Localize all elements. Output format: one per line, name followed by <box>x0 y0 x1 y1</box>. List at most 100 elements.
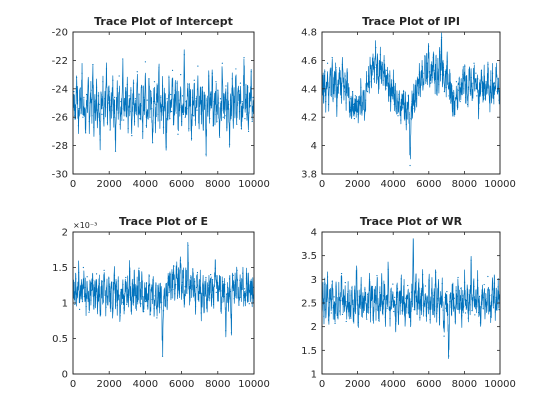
trace-point <box>213 100 215 103</box>
trace-point <box>118 75 120 77</box>
y-tick-label: -30 <box>52 170 68 181</box>
x-tick-label: 8000 <box>205 179 230 190</box>
trace-point <box>95 110 97 113</box>
trace-point <box>413 93 415 96</box>
trace-point <box>389 318 391 320</box>
trace-point <box>493 282 496 284</box>
trace-point <box>340 273 343 275</box>
trace-point <box>426 62 428 64</box>
trace-point <box>224 283 226 286</box>
trace-point <box>331 280 333 282</box>
trace-point <box>173 105 175 107</box>
trace-point <box>130 309 133 311</box>
trace-point <box>173 265 175 267</box>
x-tick-label: 10000 <box>484 179 516 190</box>
trace-point <box>349 294 351 297</box>
trace-point <box>171 280 173 282</box>
trace-point <box>75 106 77 108</box>
trace-point <box>233 298 235 300</box>
trace-point <box>143 106 146 108</box>
trace-point <box>228 103 230 106</box>
trace-point <box>479 83 481 86</box>
trace-point <box>190 137 193 140</box>
trace-point <box>83 96 85 98</box>
trace-point <box>345 320 347 323</box>
trace-point <box>102 300 104 302</box>
trace-point <box>193 79 195 81</box>
trace-point <box>419 317 421 319</box>
trace-point <box>447 82 449 84</box>
trace-point <box>139 290 141 292</box>
trace-point <box>203 95 205 97</box>
trace-point <box>125 115 127 117</box>
trace-point <box>494 88 496 90</box>
trace-point <box>120 288 122 291</box>
trace-point <box>378 319 380 322</box>
trace-point <box>128 95 130 97</box>
trace-point <box>73 91 75 93</box>
trace-point <box>432 56 434 59</box>
trace-point <box>462 74 464 76</box>
trace-point <box>164 102 166 104</box>
trace-point <box>382 295 385 297</box>
trace-point <box>440 74 442 76</box>
trace-point <box>363 309 365 311</box>
trace-point <box>344 75 346 77</box>
trace-point <box>490 79 492 81</box>
trace-point <box>229 291 232 293</box>
trace-point <box>247 130 250 132</box>
trace-point <box>388 92 390 94</box>
trace-point <box>373 300 375 302</box>
trace-point <box>210 106 213 108</box>
trace-point <box>225 85 227 87</box>
y-tick-label: 1 <box>311 370 317 381</box>
trace-point <box>438 83 440 86</box>
trace-point <box>136 285 138 287</box>
trace-point <box>380 76 382 79</box>
trace-point <box>386 307 388 309</box>
trace-point <box>156 88 158 90</box>
trace-point <box>225 330 227 332</box>
trace-point <box>191 96 194 98</box>
trace-point <box>393 103 395 106</box>
trace-point <box>442 66 445 69</box>
trace-point <box>399 305 401 307</box>
trace-point <box>403 110 406 113</box>
trace-point <box>169 274 171 276</box>
trace-point <box>457 276 459 279</box>
trace-point <box>350 98 352 100</box>
trace-point <box>201 293 203 295</box>
trace-point <box>386 69 388 71</box>
trace-point <box>453 113 456 115</box>
trace-point <box>477 78 479 80</box>
trace-point <box>229 99 232 101</box>
trace-point <box>149 313 151 315</box>
trace-point <box>476 95 478 97</box>
x-tick-label: 2000 <box>96 379 121 390</box>
trace-point <box>222 281 224 283</box>
trace-point <box>366 318 368 320</box>
trace-point <box>243 294 245 296</box>
trace-point <box>213 285 216 287</box>
trace-point <box>155 103 157 106</box>
trace-point <box>241 100 243 103</box>
trace-point <box>149 116 151 118</box>
trace-point <box>427 307 429 309</box>
trace-point <box>467 86 470 88</box>
trace-point <box>144 288 146 290</box>
trace-point <box>182 113 185 115</box>
trace-point <box>168 291 170 293</box>
trace-point <box>159 119 161 121</box>
trace-point <box>185 275 187 277</box>
trace-point <box>455 290 457 292</box>
trace-point <box>404 102 407 104</box>
trace-point <box>227 301 230 303</box>
trace-point <box>334 89 336 91</box>
trace-point <box>383 287 386 289</box>
trace-point <box>485 298 487 300</box>
trace-point <box>183 54 185 56</box>
y-tick-label: 4 <box>311 228 317 239</box>
trace-point <box>219 136 221 138</box>
trace-point <box>123 103 126 106</box>
y-tick-label: 4.8 <box>301 28 317 39</box>
